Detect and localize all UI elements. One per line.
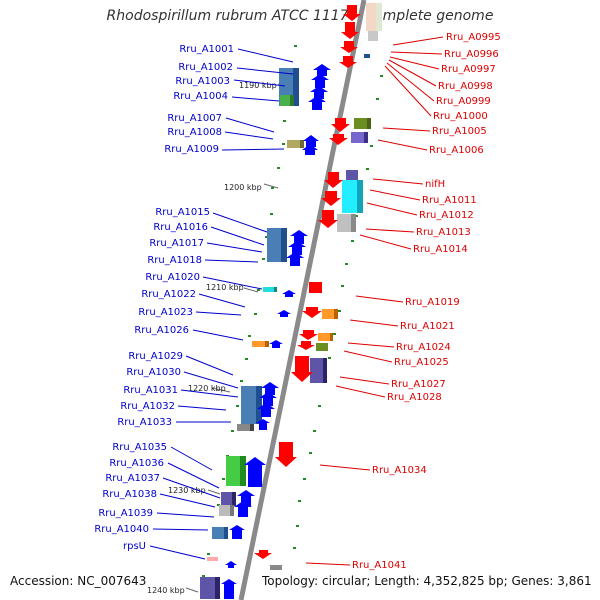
scale-label-1200: 1200 kbp — [224, 183, 262, 192]
scale-label-1230: 1230 kbp — [168, 486, 206, 495]
gene-box-1005 — [354, 118, 367, 129]
gene-label-Rru_A1034[interactable]: Rru_A1034 — [372, 465, 427, 476]
scale-label-1220: 1220 kbp — [188, 384, 226, 393]
map-title: Rhodospirillum rubrum ATCC 11170, comple… — [106, 8, 494, 24]
gene-box-1041 — [270, 565, 282, 570]
gene-label-Rru_A1011[interactable]: Rru_A1011 — [422, 195, 477, 206]
gene-label-nifH[interactable]: nifH — [425, 179, 445, 190]
scale-label-1240: 1240 kbp — [147, 586, 185, 595]
genome-backbone — [238, 0, 367, 600]
gene-label-Rru_A1008[interactable]: Rru_A1008 — [167, 127, 222, 138]
scale-label-1210: 1210 kbp — [206, 283, 244, 292]
gene-label-Rru_A1032[interactable]: Rru_A1032 — [120, 401, 175, 412]
gene-label-Rru_A1021[interactable]: Rru_A1021 — [400, 321, 455, 332]
gene-label-Rru_A1007[interactable]: Rru_A1007 — [167, 113, 222, 124]
gene-label-Rru_A1004[interactable]: Rru_A1004 — [173, 91, 228, 102]
gene-box-0999 — [366, 3, 376, 31]
gene-label-Rru_A1040[interactable]: Rru_A1040 — [94, 524, 149, 535]
gene-box-1038 — [221, 492, 232, 506]
gene-label-Rru_A1024[interactable]: Rru_A1024 — [396, 342, 451, 353]
gene-box-1024 — [318, 333, 330, 341]
gene-label-Rru_A1039[interactable]: Rru_A1039 — [98, 508, 153, 519]
gene-label-Rru_A1009[interactable]: Rru_A1009 — [164, 144, 219, 155]
gene-label-rpsU[interactable]: rpsU — [123, 541, 146, 552]
gene-box-1021 — [322, 309, 334, 319]
gene-label-Rru_A1006[interactable]: Rru_A1006 — [429, 145, 484, 156]
gene-label-Rru_A1000[interactable]: Rru_A1000 — [433, 111, 488, 122]
gene-label-Rru_A1029[interactable]: Rru_A1029 — [128, 351, 183, 362]
gene-label-Rru_A1017[interactable]: Rru_A1017 — [149, 238, 204, 249]
scale-label-1190: 1190 kbp — [239, 81, 277, 90]
gene-label-Rru_A1027[interactable]: Rru_A1027 — [391, 379, 446, 390]
topology-text: Topology: circular; Length: 4,352,825 bp… — [262, 574, 592, 588]
gene-box-nifH — [346, 170, 358, 180]
gene-label-Rru_A1022[interactable]: Rru_A1022 — [141, 289, 196, 300]
gene-label-Rru_A1037[interactable]: Rru_A1037 — [105, 473, 160, 484]
gene-label-Rru_A0995[interactable]: Rru_A0995 — [446, 32, 501, 43]
right-strand-arrows — [254, 5, 361, 559]
left-label-leaders — [149, 48, 294, 560]
gene-label-Rru_A1033[interactable]: Rru_A1033 — [117, 417, 172, 428]
gene-label-Rru_A1020[interactable]: Rru_A1020 — [145, 272, 200, 283]
gene-label-Rru_A1030[interactable]: Rru_A1030 — [126, 367, 181, 378]
gene-box-1028 — [310, 358, 323, 383]
gene-label-Rru_A0997[interactable]: Rru_A0997 — [441, 64, 496, 75]
gene-label-Rru_A1014[interactable]: Rru_A1014 — [413, 244, 468, 255]
gene-box-1020 — [263, 287, 274, 292]
gene-box-1042 — [200, 577, 215, 599]
gene-label-Rru_A1038[interactable]: Rru_A1038 — [102, 489, 157, 500]
gene-box-1040 — [212, 527, 224, 539]
gene-label-Rru_A1028[interactable]: Rru_A1028 — [387, 392, 442, 403]
right-label-leaders — [305, 36, 444, 566]
accession-text: Accession: NC_007643 — [10, 574, 147, 588]
gene-label-Rru_A1012[interactable]: Rru_A1012 — [419, 210, 474, 221]
gene-label-Rru_A1002[interactable]: Rru_A1002 — [178, 62, 233, 73]
gene-label-Rru_A1026[interactable]: Rru_A1026 — [134, 325, 189, 336]
right-strand-features — [270, 3, 382, 570]
gene-label-Rru_A1005[interactable]: Rru_A1005 — [432, 126, 487, 137]
gene-label-Rru_A1036[interactable]: Rru_A1036 — [109, 458, 164, 469]
gene-label-Rru_A0999[interactable]: Rru_A0999 — [436, 96, 491, 107]
gene-label-Rru_A1041[interactable]: Rru_A1041 — [352, 560, 407, 571]
gene-box-1009 — [287, 140, 300, 148]
gene-label-Rru_A1035[interactable]: Rru_A1035 — [112, 442, 167, 453]
gene-label-Rru_A0998[interactable]: Rru_A0998 — [438, 81, 493, 92]
gene-box-1026 — [252, 341, 265, 347]
gene-label-Rru_A1016[interactable]: Rru_A1016 — [153, 222, 208, 233]
gene-label-Rru_A1003[interactable]: Rru_A1003 — [175, 76, 230, 87]
gene-label-Rru_A1019[interactable]: Rru_A1019 — [405, 297, 460, 308]
gene-box-1035 — [226, 456, 240, 486]
gene-label-Rru_A0996[interactable]: Rru_A0996 — [444, 49, 499, 60]
gene-label-Rru_A1013[interactable]: Rru_A1013 — [416, 227, 471, 238]
gene-label-Rru_A1001[interactable]: Rru_A1001 — [179, 44, 234, 55]
gene-label-Rru_A1015[interactable]: Rru_A1015 — [155, 207, 210, 218]
gene-box-1031 — [241, 386, 256, 424]
gene-label-Rru_A1023[interactable]: Rru_A1023 — [138, 307, 193, 318]
gene-box-1016 — [267, 228, 281, 262]
gene-label-Rru_A1031[interactable]: Rru_A1031 — [123, 385, 178, 396]
left-strand-arrows — [221, 64, 331, 599]
gene-label-Rru_A1018[interactable]: Rru_A1018 — [147, 255, 202, 266]
gene-label-Rru_A1025[interactable]: Rru_A1025 — [394, 357, 449, 368]
left-strand-features — [200, 68, 304, 599]
gene-box-rpsU — [207, 557, 218, 561]
